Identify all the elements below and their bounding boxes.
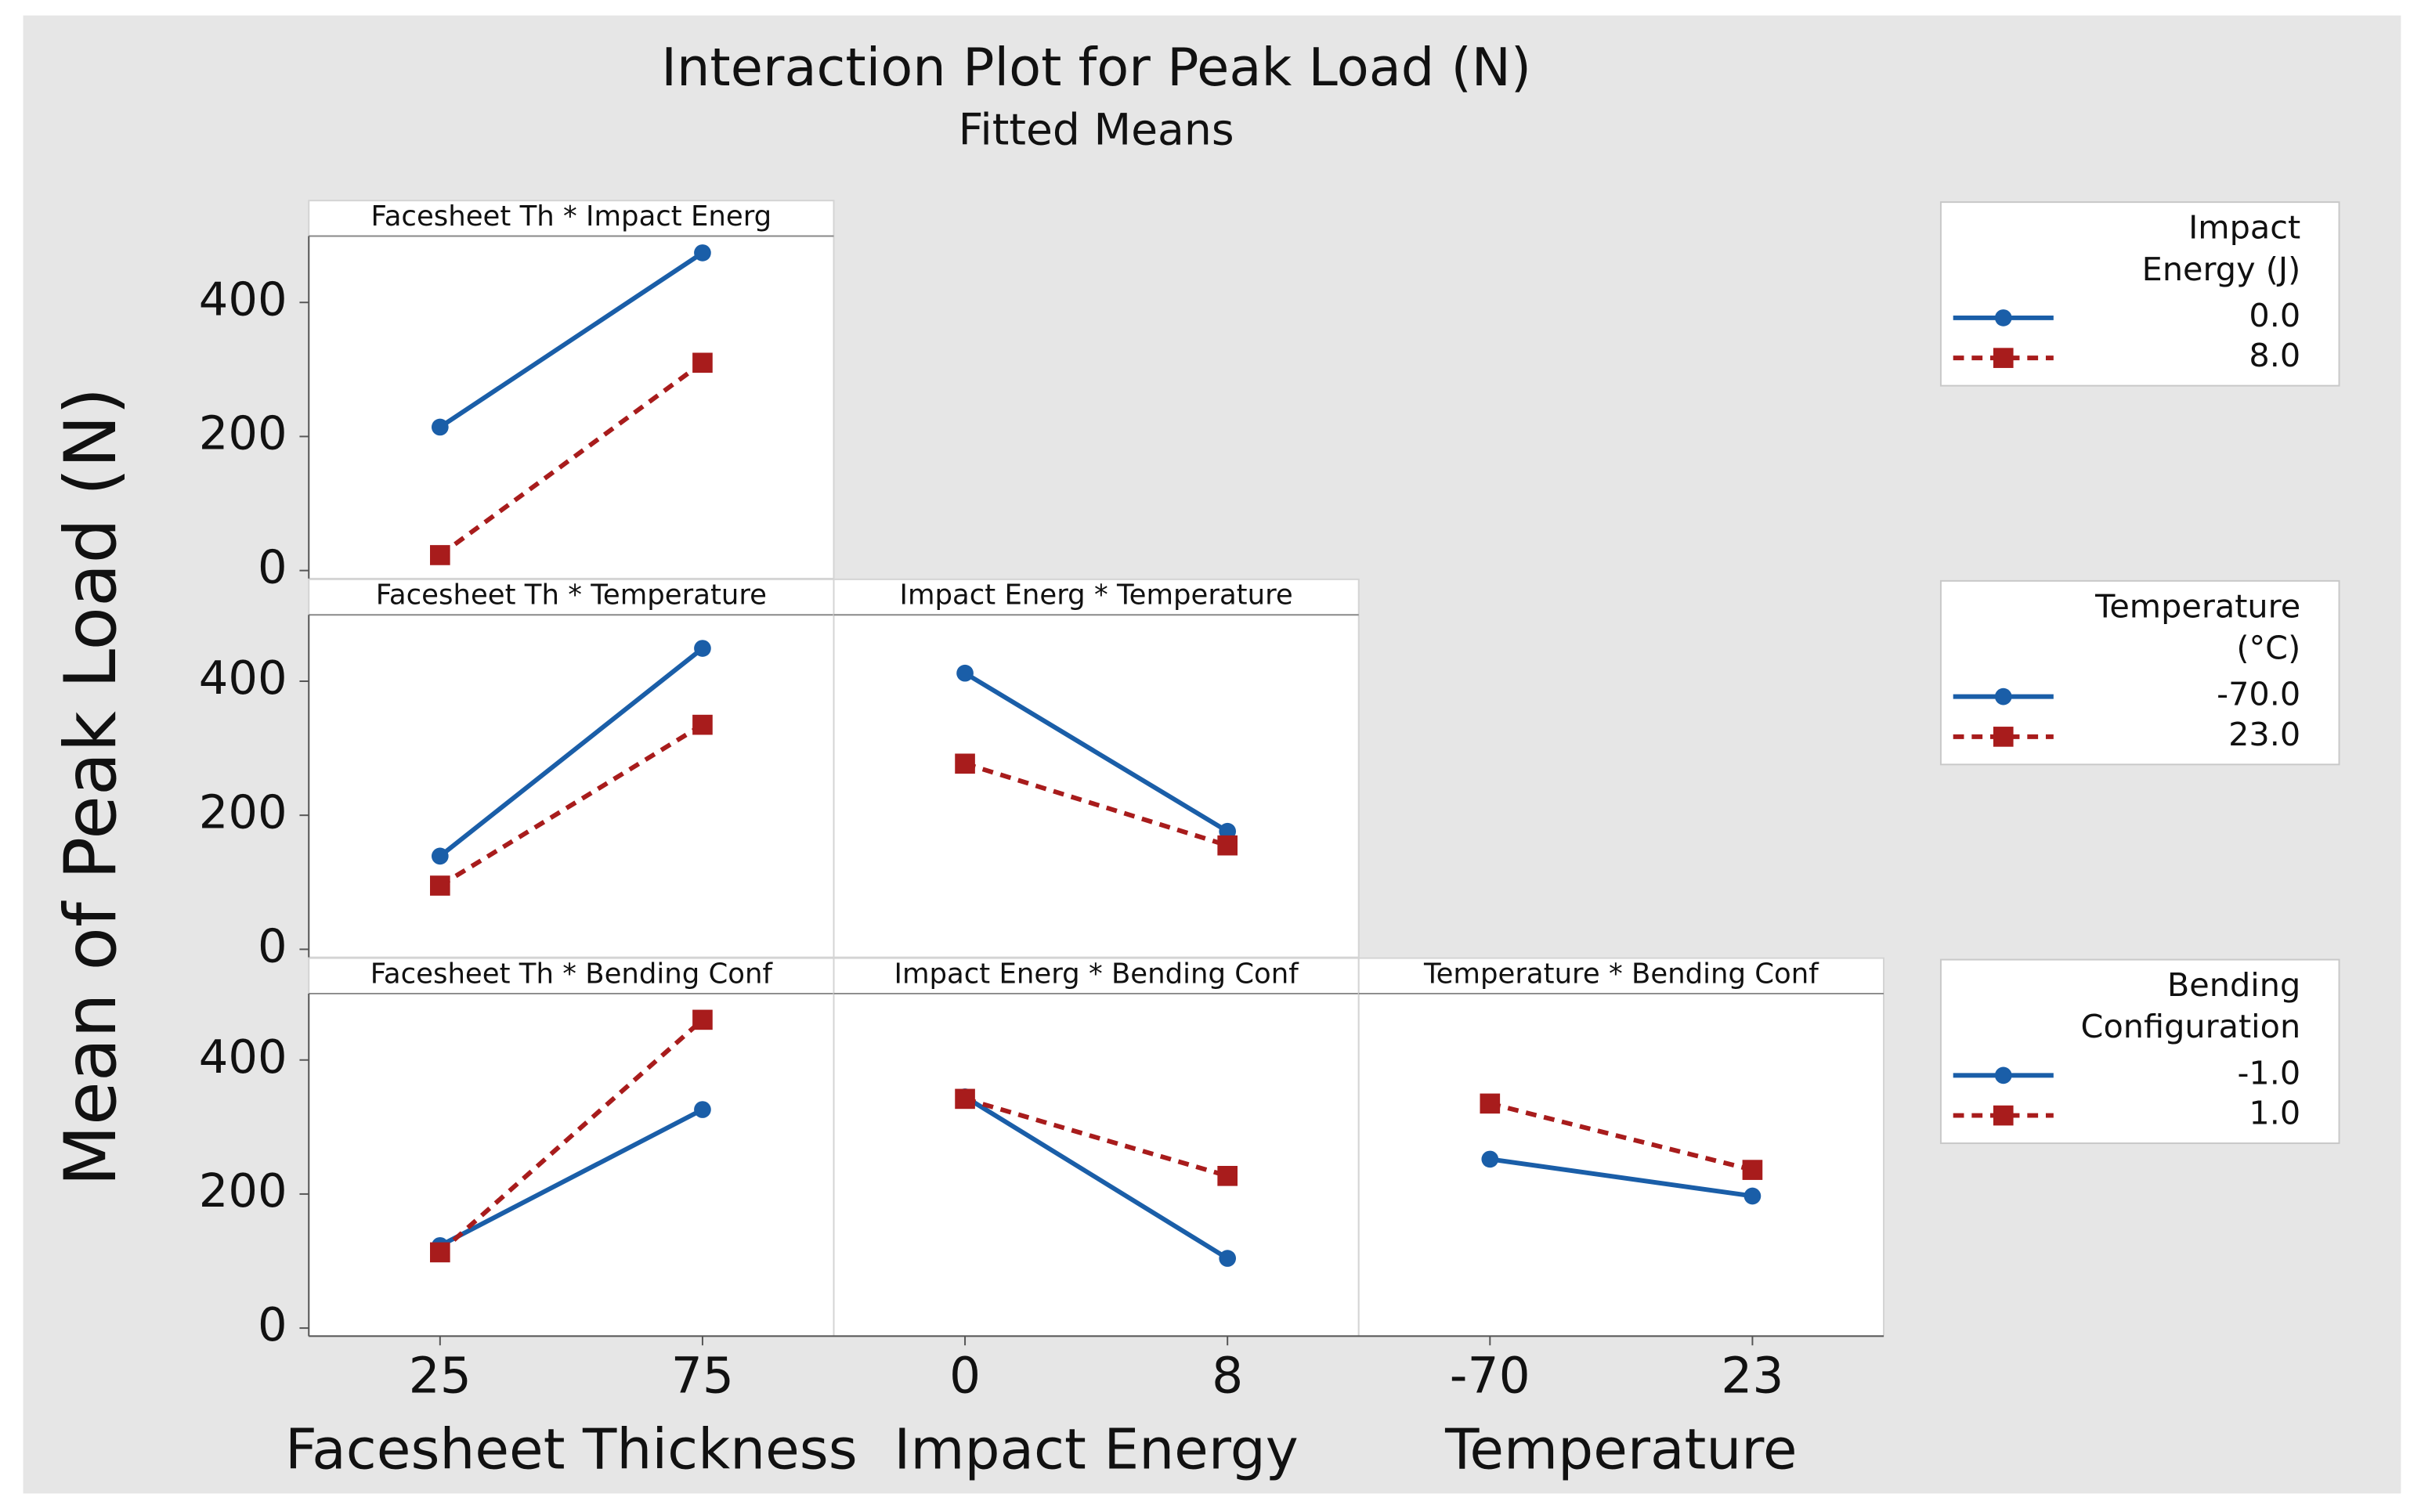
data-point	[1480, 1093, 1501, 1114]
series-line	[439, 251, 704, 429]
legend-swatch-marker	[1994, 309, 2012, 327]
y-tick-label: 200	[199, 406, 287, 460]
x-tick-label: -70	[1450, 1347, 1530, 1405]
legend-label: 23.0	[2228, 716, 2300, 753]
panel	[308, 957, 835, 1337]
data-point	[1743, 1187, 1762, 1205]
chart-subtitle: Fitted Means	[959, 106, 1234, 156]
series-line	[439, 1107, 704, 1248]
y-tick-label: 200	[199, 785, 287, 839]
panel-title: Facesheet Th * Impact Energ	[371, 200, 772, 233]
x-tick-label: 0	[949, 1347, 981, 1405]
data-point	[692, 1009, 713, 1030]
y-tick-label: 400	[199, 651, 287, 705]
data-point	[955, 753, 975, 774]
series-line	[1489, 1101, 1754, 1172]
data-point	[694, 1101, 711, 1118]
panel	[833, 957, 1360, 1337]
data-point	[692, 714, 713, 735]
legend-swatch-marker	[1994, 1066, 2012, 1084]
y-tick-label: 400	[199, 1030, 287, 1084]
panel	[308, 200, 835, 579]
data-point	[694, 244, 711, 262]
series-line	[964, 761, 1229, 848]
series-line	[438, 646, 704, 858]
data-point	[1481, 1150, 1499, 1168]
data-point	[955, 1088, 975, 1110]
panel	[308, 578, 835, 958]
y-tick-label: 200	[199, 1164, 287, 1218]
series-line	[439, 723, 704, 888]
series-line	[1489, 1157, 1753, 1199]
y-axis-label: Mean of Peak Load (N)	[50, 388, 132, 1187]
legend-title: Temperature	[2094, 587, 2300, 625]
panel-title: Facesheet Th * Temperature	[376, 579, 767, 612]
x-tick-label: 8	[1212, 1347, 1243, 1405]
legend-label: 0.0	[2249, 297, 2300, 334]
y-tick-label: 0	[258, 540, 287, 594]
legend-title: Impact	[2188, 209, 2300, 247]
panel-title: Temperature * Bending Conf	[1423, 958, 1819, 990]
legend-label: 8.0	[2249, 337, 2300, 374]
x-tick-label: 75	[671, 1347, 734, 1405]
panel	[833, 578, 1360, 958]
data-point	[430, 545, 450, 565]
data-point	[1217, 1165, 1238, 1186]
panel-title: Impact Energ * Temperature	[900, 579, 1293, 612]
series-line	[438, 1018, 704, 1254]
data-point	[956, 664, 974, 682]
data-point	[430, 1242, 450, 1263]
x-axis-label: Impact Energy	[894, 1417, 1298, 1482]
legend-swatch-marker	[1993, 348, 2014, 368]
data-point	[431, 418, 449, 436]
legend-label: 1.0	[2249, 1095, 2300, 1132]
data-point	[1219, 1250, 1237, 1267]
x-tick-label: 25	[409, 1347, 472, 1405]
legend-label: -1.0	[2237, 1054, 2300, 1092]
series-line	[964, 1096, 1229, 1178]
legend-swatch-marker	[1994, 687, 2012, 705]
y-tick-label: 400	[199, 272, 287, 326]
data-point	[1217, 835, 1238, 856]
x-tick-label: 23	[1721, 1347, 1783, 1405]
data-point	[1742, 1160, 1763, 1180]
legend-swatch-marker	[1993, 727, 2014, 747]
data-point	[430, 875, 450, 896]
series-line	[963, 1095, 1229, 1261]
data-point	[692, 352, 713, 373]
chart-title: Interaction Plot for Peak Load (N)	[661, 37, 1531, 98]
legend-swatch-marker	[1993, 1105, 2014, 1126]
legend-title: (°C)	[2236, 630, 2300, 667]
legend-label: -70.0	[2217, 676, 2300, 713]
y-tick-label: 0	[258, 1297, 287, 1351]
series-line	[963, 671, 1229, 834]
y-tick-label: 0	[258, 918, 287, 973]
x-axis-label: Temperature	[1444, 1417, 1797, 1482]
legend-title: Energy (J)	[2142, 251, 2301, 288]
panel-title: Facesheet Th * Bending Conf	[370, 958, 774, 990]
x-axis-label: Facesheet Thickness	[285, 1417, 858, 1482]
panel-title: Impact Energ * Bending Conf	[894, 958, 1300, 990]
legend-title: Bending	[2167, 966, 2300, 1004]
legend-title: Configuration	[2081, 1008, 2301, 1045]
data-point	[431, 847, 449, 865]
panel	[1357, 957, 1884, 1337]
data-point	[694, 640, 711, 657]
